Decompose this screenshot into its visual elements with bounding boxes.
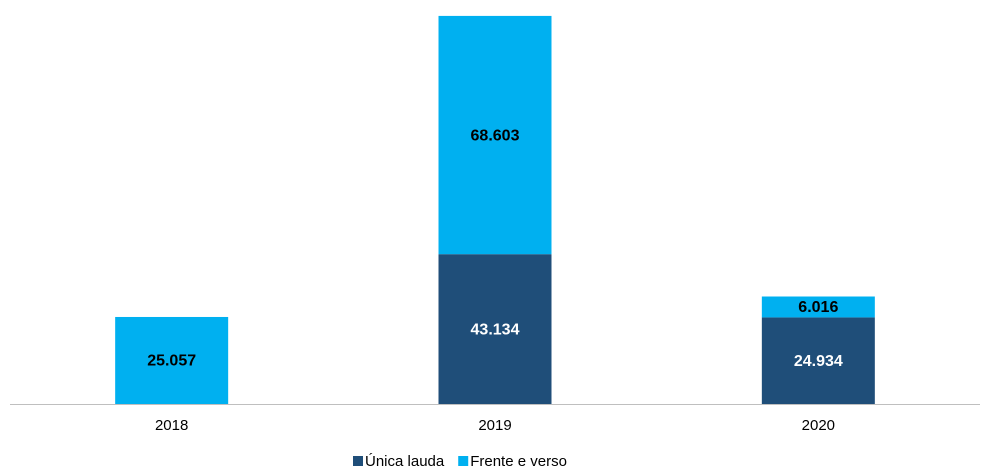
bar-segment <box>761 296 875 318</box>
x-tick-label: 2018 <box>155 417 188 434</box>
value-label: 43.134 <box>471 321 520 338</box>
value-label: 6.016 <box>798 299 838 316</box>
legend-swatch <box>458 456 469 466</box>
value-label: 24.934 <box>794 353 843 370</box>
value-label: 25.057 <box>147 353 196 370</box>
bar-segment <box>438 254 552 404</box>
bar-segment <box>115 316 229 404</box>
bar-segment <box>761 317 875 404</box>
legend-label: Frente e verso <box>470 453 567 470</box>
x-tick-label: 2020 <box>802 417 835 434</box>
x-tick-label: 2019 <box>478 417 511 434</box>
legend-swatch <box>353 456 363 466</box>
legend-label: Única lauda <box>365 453 445 470</box>
bar-segment <box>438 15 552 255</box>
value-label: 68.603 <box>471 127 520 144</box>
